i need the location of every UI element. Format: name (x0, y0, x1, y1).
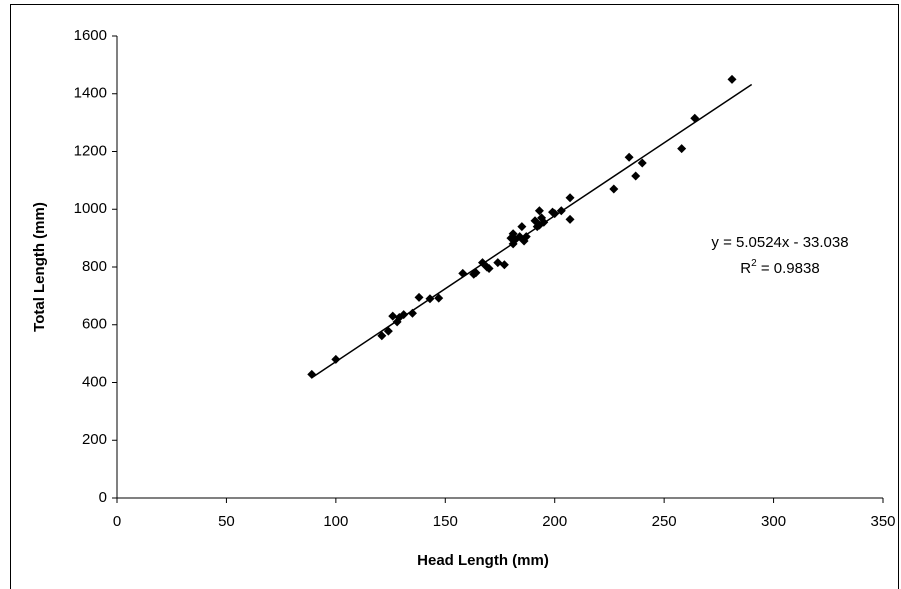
data-point (565, 193, 575, 203)
x-tick-label: 0 (113, 513, 121, 530)
data-point (377, 331, 387, 341)
data-point (556, 206, 566, 216)
trend-equation: y = 5.0524x - 33.038 (711, 234, 848, 251)
data-point (609, 184, 619, 194)
y-tick-label: 800 (82, 258, 107, 275)
y-axis-title: Total Length (mm) (31, 202, 48, 332)
x-tick-label: 150 (433, 513, 458, 530)
data-point (631, 171, 641, 181)
data-point (690, 113, 700, 123)
r2-base: R (740, 260, 751, 277)
y-tick-label: 400 (82, 373, 107, 390)
data-point (458, 268, 468, 278)
x-tick-label: 50 (218, 513, 235, 530)
r2-sup: 2 (751, 258, 757, 269)
x-tick-label: 300 (761, 513, 786, 530)
data-point (414, 292, 424, 302)
data-point (471, 268, 481, 278)
x-tick-label: 250 (652, 513, 677, 530)
x-tick-label: 350 (870, 513, 895, 530)
y-tick-label: 200 (82, 431, 107, 448)
data-point (521, 232, 531, 242)
data-point (399, 310, 409, 320)
data-point (517, 222, 527, 232)
y-tick-label: 1600 (74, 27, 107, 44)
data-point (499, 260, 509, 270)
x-axis-title: Head Length (mm) (417, 552, 549, 569)
r2-rest: = 0.9838 (757, 260, 820, 277)
data-point (331, 354, 341, 364)
data-point (425, 294, 435, 304)
data-point (637, 158, 647, 168)
x-tick-label: 100 (323, 513, 348, 530)
y-tick-label: 1200 (74, 142, 107, 159)
data-point (388, 311, 398, 321)
data-point (624, 152, 634, 162)
y-tick-label: 0 (99, 489, 107, 506)
data-point (539, 217, 549, 227)
trendline (311, 83, 753, 379)
data-point (550, 209, 560, 219)
data-point (484, 263, 494, 273)
chart-frame (10, 4, 899, 589)
data-point (307, 369, 317, 379)
data-point (534, 206, 544, 216)
y-tick-label: 600 (82, 316, 107, 333)
data-point (434, 293, 444, 303)
data-point (727, 74, 737, 84)
data-point (677, 144, 687, 154)
y-tick-label: 1400 (74, 85, 107, 102)
data-point (493, 258, 503, 268)
data-point (407, 308, 417, 318)
x-tick-label: 200 (542, 513, 567, 530)
data-point (565, 214, 575, 224)
r-squared: R2 = 0.9838 (740, 258, 819, 277)
y-tick-label: 1000 (74, 200, 107, 217)
data-point (383, 326, 393, 336)
